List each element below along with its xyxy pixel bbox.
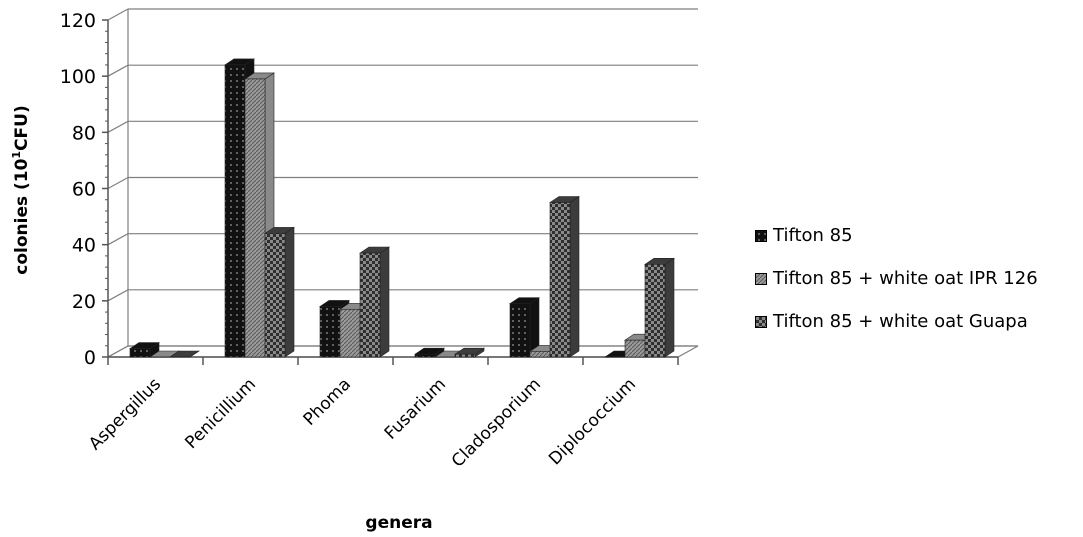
bar [264,226,295,358]
y-tick-label: 60 [72,179,96,201]
gridline-depth [107,8,129,21]
x-tick-label: Fusarium [381,374,450,443]
bar-front [529,351,551,358]
bar-side [284,226,295,358]
legend-label: Tifton 85 [773,225,853,246]
legend-item-ipr-126: Tifton 85 + white oat IPR 126 [755,257,1038,300]
bar-front [224,64,246,358]
gridlines [107,8,699,358]
bar-front [454,353,476,358]
bar [414,347,445,358]
bar-side [664,257,675,358]
x-tick-label: Penicillium [181,374,260,453]
bar-side [379,246,390,358]
gridline-depth [107,64,129,77]
y-tick-label: 80 [72,122,96,144]
bar [169,350,200,358]
gridline-depth [107,120,129,133]
x-axis-title: genera [365,513,432,533]
bar-front [339,308,361,358]
legend-item-guapa: Tifton 85 + white oat Guapa [755,300,1038,343]
bar-front [319,306,341,358]
bar-front [549,202,571,358]
bar [549,195,580,358]
gridline-depth [107,289,129,302]
bar-front [264,233,286,358]
legend: Tifton 85 Tifton 85 + white oat IPR 126 … [755,214,1038,343]
legend-swatch-tifton-85 [755,229,767,242]
bar [644,257,675,358]
legend-swatch-guapa [755,315,767,328]
bar-front [359,252,381,358]
bar [129,342,160,358]
bar [454,347,485,358]
x-tick-label: Phoma [300,374,355,429]
x-tick-label: Diplococcium [545,374,640,469]
bar [509,297,540,358]
legend-swatch-ipr-126 [755,272,767,285]
x-tick-label: Aspergillus [85,374,165,454]
y-tick-label: 0 [84,347,96,369]
bar-front [244,78,266,358]
bar [359,246,390,358]
y-tick-label: 40 [72,235,96,257]
y-tick-label: 120 [60,10,96,32]
bar-side [569,195,580,358]
y-tick-label: 100 [60,66,96,88]
legend-label: Tifton 85 + white oat IPR 126 [773,268,1038,289]
bar-front [509,303,531,358]
bar-front [414,353,436,358]
y-tick-label: 20 [72,291,96,313]
legend-label: Tifton 85 + white oat Guapa [773,311,1028,332]
legend-item-tifton-85: Tifton 85 [755,214,1038,257]
x-tick-label: Cladosporium [448,374,545,471]
gridline-depth [107,233,129,246]
axes [102,19,679,365]
bar-front [624,339,646,358]
bar-front [644,264,666,358]
bar-front [129,348,151,358]
gridline-depth [107,176,129,190]
y-axis-title: colonies (101CFU) [10,105,32,275]
bars [129,58,675,358]
